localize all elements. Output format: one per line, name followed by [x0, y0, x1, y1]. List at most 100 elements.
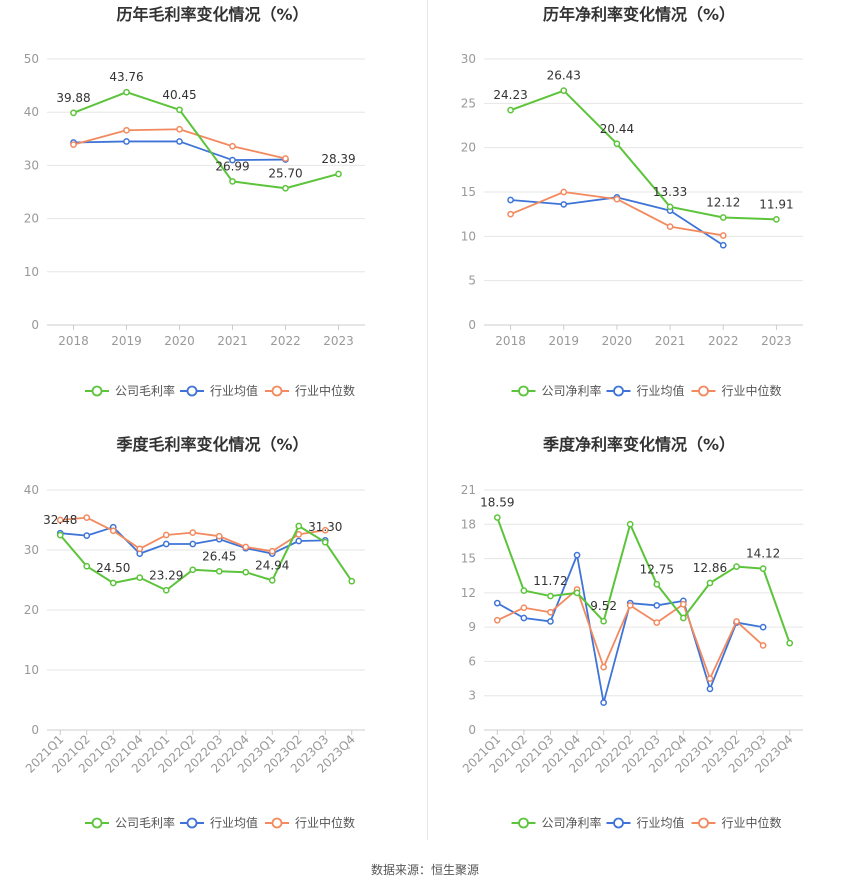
data-label: 11.91	[759, 197, 793, 211]
data-label: 26.99	[215, 159, 249, 173]
data-point	[666, 223, 674, 230]
data-point	[189, 540, 197, 548]
data-label: 40.45	[162, 88, 196, 102]
data-point	[706, 685, 714, 693]
data-point	[83, 532, 91, 539]
y-tick-label: 5	[468, 274, 476, 288]
data-point	[109, 579, 117, 587]
legend-item: 行业中位数	[691, 815, 782, 830]
chart-title: 历年净利率变化情况（%）	[543, 5, 735, 24]
data-point	[321, 526, 329, 534]
data-point	[600, 663, 607, 671]
legend-item: 公司净利率	[511, 383, 602, 398]
legend-swatch-marker	[698, 385, 709, 397]
data-label: 9.52	[590, 599, 617, 613]
data-point	[520, 587, 528, 594]
data-point	[70, 141, 77, 149]
data-point	[136, 574, 144, 581]
chart-svg: 历年净利率变化情况（%） 0 5 10 15 20 25 30 2018 2019 2020 2021…	[461, 5, 803, 398]
data-point	[229, 178, 236, 185]
data-point	[56, 516, 64, 524]
y-tick-label: 40	[24, 483, 39, 497]
series-line-industry-avg	[510, 196, 724, 246]
data-point	[335, 170, 342, 178]
data-point	[295, 537, 303, 545]
legend-item: 行业均值	[180, 383, 258, 398]
data-point	[733, 563, 740, 570]
y-tick-label: 30	[461, 52, 476, 66]
series-line-company	[510, 89, 777, 221]
data-point	[83, 562, 91, 570]
legend-swatch-marker	[613, 385, 624, 397]
data-point	[493, 599, 501, 607]
data-point	[176, 125, 183, 133]
y-tick-label: 10	[24, 265, 39, 279]
y-tick-label: 3	[468, 689, 476, 703]
x-tick-label: 2020	[164, 334, 195, 348]
x-tick-label: 2018	[58, 334, 89, 348]
data-label: 12.12	[706, 196, 740, 210]
legend-item: 行业中位数	[265, 383, 355, 398]
legend-label: 行业中位数	[295, 815, 355, 830]
legend-label: 行业均值	[637, 383, 685, 398]
legend-swatch-marker	[91, 385, 103, 397]
data-point	[613, 195, 621, 203]
data-point	[759, 623, 767, 631]
data-label: 20.44	[600, 122, 634, 136]
data-label: 18.59	[480, 496, 514, 510]
legend-label: 公司净利率	[542, 815, 602, 830]
data-point	[176, 138, 183, 145]
data-point	[600, 617, 607, 625]
data-point	[547, 592, 554, 600]
legend-label: 行业均值	[637, 815, 685, 830]
data-point	[613, 140, 621, 148]
data-label: 26.45	[202, 549, 236, 563]
data-label: 43.76	[109, 70, 143, 84]
data-point	[282, 155, 289, 162]
data-point	[493, 616, 501, 624]
data-point	[109, 527, 117, 535]
y-tick-label: 25	[461, 96, 476, 110]
x-tick-label: 2022	[270, 334, 301, 348]
data-point	[493, 514, 501, 521]
data-point	[189, 566, 197, 574]
data-point	[162, 531, 170, 539]
data-point	[719, 232, 727, 239]
data-point	[520, 604, 528, 612]
annual-gross-margin-chart: 历年毛利率变化情况（%） 0 10 20 30 40 50 2018 2019 2020 2021 2…	[0, 0, 425, 415]
data-label: 24.23	[493, 88, 527, 102]
data-label: 39.88	[56, 91, 90, 105]
data-point	[653, 602, 661, 609]
data-point	[70, 109, 77, 117]
data-point	[268, 577, 276, 584]
data-label: 31.30	[308, 520, 342, 534]
x-tick-label: 2021	[217, 334, 248, 348]
legend-swatch-marker	[518, 817, 529, 829]
legend-label: 行业均值	[210, 815, 258, 830]
data-point	[733, 618, 740, 625]
data-point	[653, 619, 661, 626]
y-tick-label: 20	[461, 141, 476, 155]
data-point	[680, 614, 687, 622]
data-point	[560, 188, 568, 196]
y-tick-label: 15	[461, 552, 476, 566]
data-label: 23.29	[149, 568, 183, 582]
data-point	[123, 126, 130, 134]
data-point	[507, 106, 514, 114]
data-point	[520, 614, 528, 622]
data-point	[123, 138, 130, 145]
data-label: 24.50	[96, 561, 130, 575]
legend-item: 行业中位数	[265, 815, 355, 830]
legend-label: 行业中位数	[722, 383, 782, 398]
legend-swatch-marker	[271, 385, 283, 397]
data-point	[83, 514, 91, 521]
y-tick-label: 15	[461, 185, 476, 199]
data-label: 13.33	[653, 185, 687, 199]
data-label: 14.12	[746, 547, 780, 561]
y-tick-label: 9	[468, 620, 476, 634]
data-point	[680, 600, 687, 608]
y-tick-label: 21	[461, 483, 476, 497]
chart-svg: 季度净利率变化情况（%）0369121518212021Q12021Q22021…	[460, 435, 803, 830]
legend-swatch-marker	[186, 385, 198, 397]
quarterly-gross-margin-chart: 季度毛利率变化情况（%） 0 10 20 30 40 2021Q1 2021Q2 2021Q3 2…	[0, 430, 425, 855]
